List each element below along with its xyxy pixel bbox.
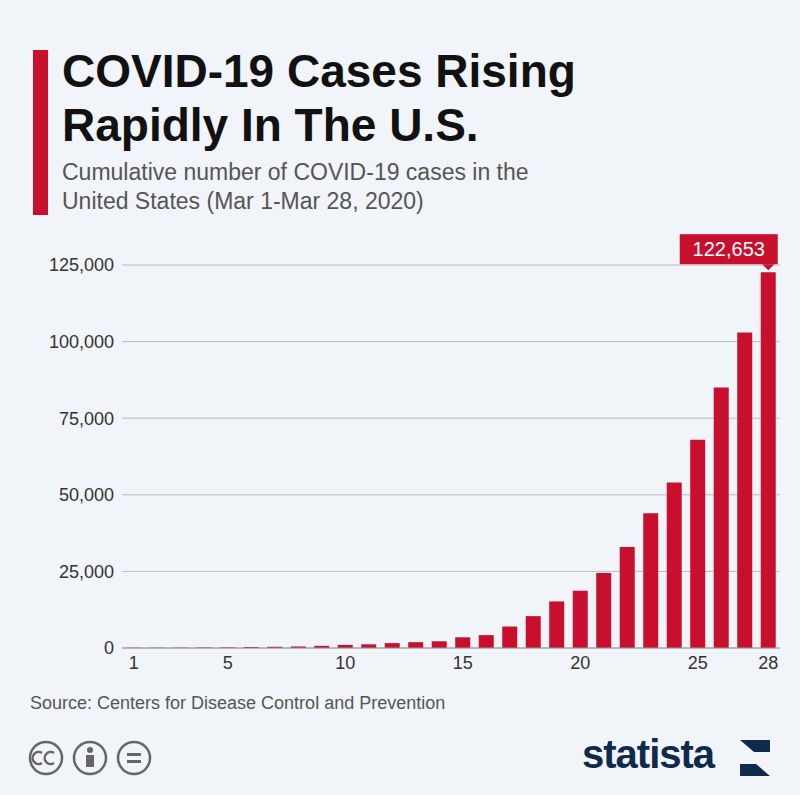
svg-text:5: 5 [223,653,233,673]
svg-text:125,000: 125,000 [49,255,114,275]
svg-text:15: 15 [453,653,473,673]
svg-text:20: 20 [570,653,590,673]
svg-text:122,653: 122,653 [693,238,765,260]
svg-text:10: 10 [335,653,355,673]
html-text:statista: statista [582,732,715,776]
html-text:COVID-19 Cases Rising Rapidly: COVID-19 Cases Rising Rapidly In The U.S… [62,45,576,151]
svg-text:28: 28 [758,653,778,673]
svg-text:0: 0 [104,638,114,658]
svg-text:75,000: 75,000 [59,409,114,429]
svg-text:25: 25 [688,653,708,673]
svg-text:50,000: 50,000 [59,485,114,505]
html-text:Source: Centers for Disease Co: Source: Centers for Disease Control and … [30,693,446,713]
svg-text:1: 1 [129,653,139,673]
html-text:Cumulative number of COVID-19: Cumulative number of COVID-19 cases in t… [62,159,529,214]
svg-text:100,000: 100,000 [49,332,114,352]
svg-text:25,000: 25,000 [59,562,114,582]
